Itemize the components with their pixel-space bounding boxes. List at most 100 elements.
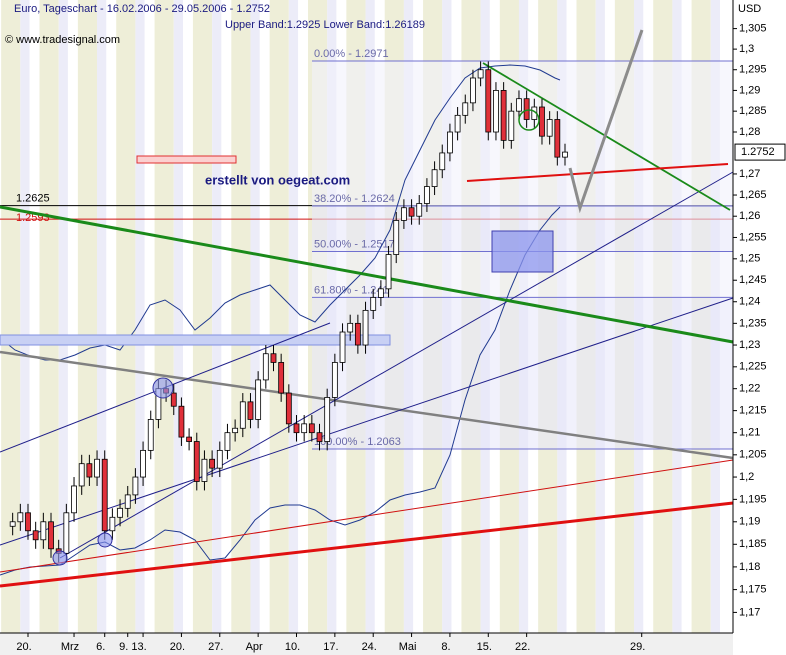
- y-tick-label: 1,245: [739, 274, 767, 286]
- candle-body: [25, 512, 31, 532]
- candle-body: [377, 288, 384, 298]
- lower-band: [0, 206, 561, 576]
- candle-body: [385, 254, 392, 290]
- candle-body: [17, 512, 24, 523]
- y-tick-label: 1,25: [739, 253, 760, 265]
- zone-box: [0, 334, 391, 346]
- candle-body: [424, 186, 430, 204]
- x-tick-label: 27.: [208, 641, 223, 653]
- channel-line: [0, 297, 734, 546]
- trend-line-green: [0, 205, 734, 344]
- y-tick-label: 1,23: [739, 339, 760, 351]
- axes: 1,305 1,3 1,295 1,29 1,285 1,28 1,27 1,265 1,26 1…: [16, 23, 786, 653]
- y-tick-label: 1,3: [739, 43, 754, 55]
- arrow-sketch: [568, 29, 644, 214]
- candle-body: [485, 69, 492, 133]
- candle-body: [301, 423, 308, 434]
- y-tick-label: 1,305: [739, 23, 767, 35]
- x-tick-label: Mai: [399, 641, 417, 653]
- candle-body: [239, 401, 246, 429]
- y-tick-label: 1,27: [739, 168, 760, 180]
- candle-body: [462, 102, 469, 116]
- candle-body: [546, 119, 553, 137]
- x-tick-label: 6.: [96, 641, 105, 653]
- y-tick-label: 1,28: [739, 126, 760, 138]
- week-stripe: [58, 0, 68, 633]
- candle-body: [293, 423, 300, 434]
- candle-body: [500, 90, 507, 141]
- candle-body: [278, 362, 285, 394]
- candle-body: [224, 432, 231, 451]
- candle-body: [331, 362, 338, 398]
- y-tick-label: 1,265: [739, 189, 767, 201]
- chart-title: Euro, Tageschart - 16.02.2006 - 29.05.20…: [14, 3, 270, 15]
- y-tick-label: 1,215: [739, 405, 767, 417]
- candle-body: [9, 521, 16, 527]
- candles: [9, 61, 568, 563]
- marker-box: [136, 155, 237, 164]
- y-tick-label: 1,22: [739, 383, 760, 395]
- y-tick-label: 1,29: [739, 84, 760, 96]
- fib-band: [312, 61, 733, 207]
- y-tick-label: 1,19: [739, 516, 760, 528]
- candle-body: [477, 69, 484, 79]
- candle-body: [393, 220, 400, 255]
- y-tick-label: 1,235: [739, 317, 767, 329]
- candle-body: [109, 516, 116, 532]
- candle-body: [262, 353, 269, 381]
- candle-body: [193, 441, 200, 482]
- week-stripe: [192, 0, 213, 633]
- week-stripe: [20, 0, 30, 633]
- candle-body: [216, 449, 223, 469]
- y-tick-label: 1,17: [739, 606, 760, 618]
- week-stripe: [1, 0, 21, 633]
- trend-line: [0, 350, 734, 460]
- x-tick-label: Mrz: [61, 641, 79, 653]
- candle-body: [454, 114, 461, 133]
- week-stripe: [154, 0, 174, 633]
- y-tick-label: 1,26: [739, 210, 760, 222]
- target-box: [491, 230, 554, 273]
- channel-line: [59, 171, 734, 559]
- candle-body: [408, 207, 415, 217]
- x-tick-label: 22.: [515, 641, 530, 653]
- fib-label: 38.20% - 1.2624: [314, 193, 395, 205]
- candle-body: [470, 77, 476, 104]
- candle-body: [508, 110, 515, 141]
- candle-body: [170, 392, 177, 407]
- fib-label: 100.00% - 1.2063: [314, 436, 401, 448]
- fib-label: 0.00% - 1.2971: [314, 48, 389, 60]
- y-axis-area: [733, 0, 786, 655]
- x-tick-label: 15.: [477, 641, 492, 653]
- week-stripe: [97, 0, 107, 633]
- candle-body: [32, 530, 39, 541]
- y-tick-label: 1,255: [739, 231, 767, 243]
- fib-label: 61.80% - 1.241: [314, 284, 389, 296]
- candle-body: [71, 485, 77, 514]
- candle-body: [493, 90, 499, 133]
- y-tick-label: 1,285: [739, 105, 767, 117]
- x-tick-label: 29.: [630, 641, 645, 653]
- highlight-circle: [52, 550, 68, 566]
- price-box: [734, 143, 786, 161]
- y-tick-label: 1,195: [739, 493, 767, 505]
- candle-body: [94, 458, 100, 478]
- price-label: 1.2752: [741, 146, 775, 158]
- candle-body: [400, 207, 407, 221]
- candle-body: [324, 397, 331, 442]
- candle-body: [147, 419, 154, 451]
- candle-body: [186, 436, 192, 442]
- x-tick-label: 20.: [16, 641, 31, 653]
- y-tick-label: 1,295: [739, 64, 767, 76]
- week-stripe: [250, 0, 260, 633]
- candle-body: [370, 297, 377, 311]
- candle-body: [439, 152, 446, 171]
- candle-body: [285, 392, 292, 425]
- chart-subtitle: Upper Band:1.2925 Lower Band:1.26189: [225, 19, 425, 31]
- candle-body: [308, 423, 315, 434]
- week-stripe: [39, 0, 59, 633]
- x-axis-area: [0, 633, 733, 655]
- candle-body: [132, 476, 139, 496]
